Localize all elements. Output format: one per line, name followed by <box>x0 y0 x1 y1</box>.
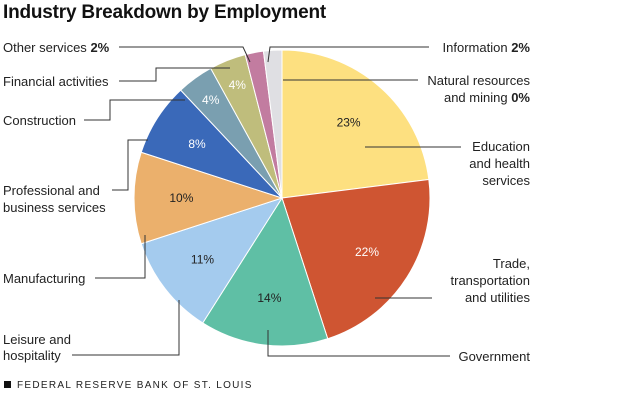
slice-manufacturing <box>133 151 284 245</box>
pct-label-education-and-health-services: 23% <box>337 116 361 130</box>
label-construction: Construction <box>3 113 76 128</box>
footer-source: FEDERAL RESERVE BANK OF ST. LOUIS <box>4 380 253 391</box>
leader-manufacturing <box>95 235 146 279</box>
label-leisure-line1: Leisure and <box>3 332 71 347</box>
pct-label-trade-transportation-and-utilities: 22% <box>355 245 379 259</box>
leader-lines <box>72 46 461 357</box>
leader-construction <box>84 99 185 121</box>
label-professional-line2: business services <box>3 200 106 215</box>
label-trade-line2: transportation <box>451 273 531 288</box>
leader-government <box>267 330 450 357</box>
label-leisure-line2: hospitality <box>3 348 61 363</box>
label-professional-line1: Professional and <box>3 183 100 198</box>
label-natural-line1: Natural resources <box>427 73 530 88</box>
pct-label-leisure-and-hospitality: 11% <box>191 253 214 267</box>
leader-professional <box>112 139 148 191</box>
leader-other-services <box>119 46 251 63</box>
pie-percent-labels: 23% 22% 14% 11% 10% 8% 4% 4% <box>169 78 379 305</box>
pct-label-manufacturing: 10% <box>169 191 193 205</box>
label-natural-line2: and mining 0% <box>444 90 530 105</box>
pct-label-construction: 4% <box>202 93 220 107</box>
label-education-line1: Education <box>472 139 530 154</box>
footer-text: FEDERAL RESERVE BANK OF ST. LOUIS <box>17 380 253 391</box>
leader-leisure <box>72 300 180 356</box>
footer-square-icon <box>4 381 11 388</box>
pie-slices <box>133 49 431 347</box>
label-other-services: Other services 2% <box>3 40 110 55</box>
slice-government <box>202 196 329 347</box>
label-education-line3: services <box>482 173 530 188</box>
label-financial: Financial activities <box>3 74 109 89</box>
slice-information <box>262 49 283 199</box>
label-information: Information 2% <box>443 40 531 55</box>
pct-label-professional-and-business-services: 8% <box>188 137 206 151</box>
slice-education-and-health-services <box>281 49 430 199</box>
slice-leisure-and-hospitality <box>140 197 284 324</box>
label-trade-line3: and utilities <box>465 290 531 305</box>
slice-trade-transportation-and-utilities <box>281 178 431 340</box>
label-trade-line1: Trade, <box>493 256 530 271</box>
pct-label-financial-activities: 4% <box>229 78 247 92</box>
label-government: Government <box>458 349 530 364</box>
chart-title: Industry Breakdown by Employment <box>3 2 326 23</box>
leader-financial <box>119 67 230 82</box>
leader-information <box>267 46 429 63</box>
pct-label-government: 14% <box>257 291 281 305</box>
label-education-line2: and health <box>469 156 530 171</box>
label-manufacturing: Manufacturing <box>3 271 85 286</box>
